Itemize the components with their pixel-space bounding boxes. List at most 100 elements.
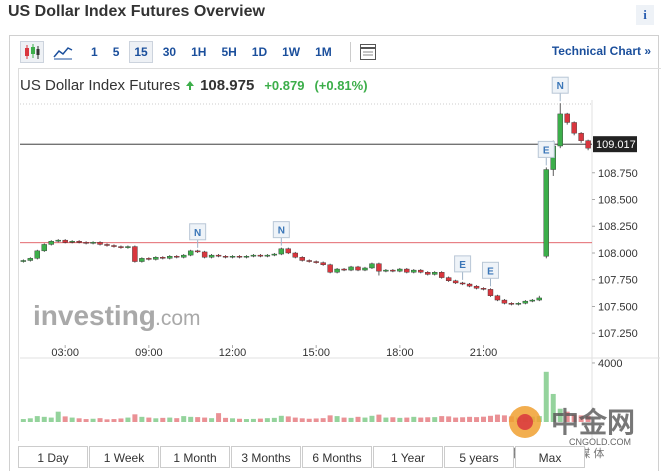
candle-body (187, 250, 194, 256)
volume-bar (285, 416, 291, 422)
range-tab[interactable]: 1 Day (18, 446, 88, 468)
volume-bar (34, 416, 40, 422)
volume-bar (501, 415, 507, 422)
volume-bar (230, 418, 236, 422)
volume-bar (125, 417, 131, 422)
candle-body (425, 272, 431, 275)
volume-bar (139, 416, 145, 422)
volume-tick-label: 4000 (598, 358, 622, 370)
volume-bar (446, 416, 452, 422)
volume-bar (111, 419, 117, 422)
candle-body (397, 268, 403, 272)
volume-bar (48, 417, 54, 422)
range-tab[interactable]: 5 years (444, 446, 514, 468)
volume-bar (474, 417, 480, 422)
volume-bar (62, 416, 68, 422)
x-tick-label: 15:00 (302, 347, 330, 359)
volume-bar (97, 418, 103, 422)
candle-body (459, 282, 466, 285)
candle-chart-icon[interactable] (20, 41, 44, 63)
candle-body (104, 244, 110, 246)
candle-body (445, 277, 452, 282)
interval-button[interactable]: 1M (315, 45, 332, 59)
interval-button[interactable]: 1 (91, 45, 98, 59)
candle-body (438, 272, 445, 278)
volume-bar (299, 418, 305, 422)
table-icon[interactable] (359, 43, 377, 61)
candle-body (348, 266, 354, 271)
event-label: N (194, 228, 201, 239)
page-title: US Dollar Index Futures Overview (8, 3, 265, 20)
candle-body (111, 245, 117, 247)
event-marker (272, 221, 290, 239)
volume-bar (418, 417, 424, 422)
x-tick-label: 09:00 (135, 347, 163, 359)
last-price: 108.975 (200, 77, 255, 94)
candle-body (536, 297, 542, 301)
interval-button[interactable]: 1H (191, 45, 207, 59)
range-tab[interactable]: 1 Week (89, 446, 159, 468)
event-marker (481, 261, 499, 279)
range-tab[interactable]: 1 Year (373, 446, 443, 468)
candle-body (355, 266, 361, 271)
interval-button[interactable]: 5H (221, 45, 237, 59)
y-tick-label: 107.500 (598, 301, 638, 313)
candle-body (83, 242, 89, 244)
event-marker (537, 140, 555, 158)
volume-bar (202, 417, 208, 422)
event-marker (189, 223, 207, 241)
interval-group: 1 5 15 30 1H 5H 1D 1W 1M (86, 41, 342, 63)
info-icon[interactable]: i (636, 5, 654, 25)
chart: investing .com 108.750 108.500 108.250 108.… (20, 76, 660, 440)
y-tick-label: 108.500 (598, 194, 638, 206)
candle-body (501, 299, 508, 304)
volume-bar (20, 419, 26, 422)
technical-chart-link[interactable]: Technical Chart » (551, 44, 651, 58)
volume-bar (467, 416, 473, 422)
event-label: N (557, 81, 564, 92)
volume-bar (362, 417, 368, 422)
price-change: +0.879 (264, 78, 305, 93)
volume-bar (278, 415, 284, 422)
y-tick-label: 108.750 (598, 168, 638, 180)
interval-button[interactable]: 15 (129, 41, 153, 63)
range-tab[interactable]: Max (515, 446, 585, 468)
volume-bar (195, 417, 201, 422)
candle-body (404, 268, 410, 273)
candle-body (174, 256, 180, 258)
volume-bar (292, 417, 298, 422)
last-price-box (593, 136, 637, 153)
watermark-investing: investing (33, 300, 156, 331)
candle-body (320, 262, 326, 265)
range-tab[interactable]: 1 Month (160, 446, 230, 468)
line-chart-icon[interactable] (52, 42, 74, 62)
event-marker (454, 255, 472, 273)
x-tick-label: 21:00 (470, 347, 498, 359)
candle-body (299, 257, 305, 261)
last-price-label: 109.017 (596, 139, 636, 151)
candle-body (578, 132, 584, 141)
interval-button[interactable]: 1D (251, 45, 268, 59)
range-tab[interactable]: 3 Months (231, 446, 301, 468)
volume-bar (341, 417, 347, 422)
candle-body (236, 256, 243, 258)
range-tab[interactable]: 6 Months (302, 446, 372, 468)
candle-body (118, 246, 124, 248)
volume-bar (348, 417, 354, 422)
x-tick-label: 18:00 (386, 347, 414, 359)
candle-body (278, 248, 285, 255)
candle-body (327, 264, 333, 273)
candle-body (215, 254, 222, 257)
volume-bar (167, 417, 173, 422)
candle-body (466, 283, 473, 287)
interval-button[interactable]: 5 (112, 45, 120, 59)
volume-bar (571, 414, 577, 422)
interval-button[interactable]: 30 (162, 45, 177, 59)
candle-body (132, 246, 138, 262)
volume-bar (390, 417, 396, 422)
candle-body (250, 254, 257, 257)
y-tick-label: 108.000 (598, 248, 638, 260)
quote-header: US Dollar Index Futures 108.975 +0.879 (… (20, 77, 368, 94)
volume-bar (369, 415, 375, 422)
interval-button[interactable]: 1W (282, 45, 301, 59)
